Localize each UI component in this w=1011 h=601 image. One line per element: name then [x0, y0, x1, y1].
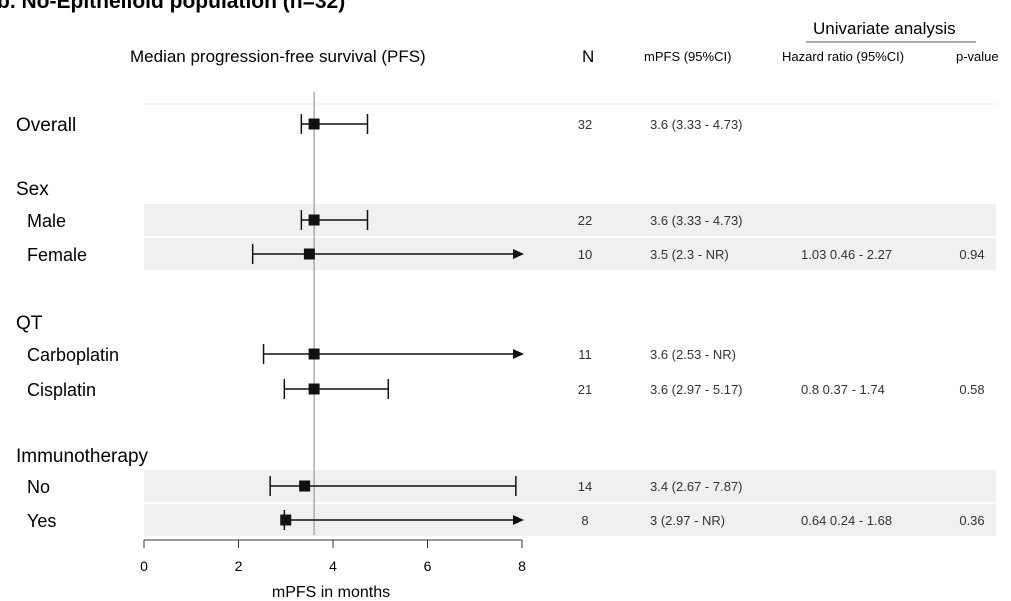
row-label: Male: [27, 211, 66, 231]
row-label: No: [27, 477, 50, 497]
header-mpfs: mPFS (95%CI): [644, 49, 731, 64]
row-p-value: 0.36: [959, 513, 984, 528]
point-estimate: [280, 514, 292, 526]
row-n: 14: [578, 479, 592, 494]
group-label: Sex: [16, 179, 49, 200]
column-headers: Median progression-free survival (PFS) N…: [130, 19, 999, 66]
header-univariate: Univariate analysis: [813, 19, 956, 38]
point-estimate: [299, 480, 311, 492]
x-tick-label: 0: [140, 558, 148, 574]
point-estimate: [308, 118, 320, 130]
row-label: Cisplatin: [27, 380, 96, 400]
row-mpfs: 3 (2.97 - NR): [650, 513, 725, 528]
x-tick-label: 2: [235, 558, 243, 574]
row-shade: [144, 204, 996, 236]
row-mpfs: 3.6 (2.53 - NR): [650, 347, 736, 362]
row-label: Female: [27, 245, 87, 265]
row-n: 21: [578, 382, 592, 397]
row-p-value: 0.94: [959, 247, 984, 262]
row-label: Overall: [16, 115, 76, 136]
header-n: N: [582, 47, 594, 66]
ci-upper-arrow: [513, 515, 524, 525]
group-label: Immunotherapy: [16, 446, 149, 467]
x-tick-label: 8: [518, 558, 526, 574]
row-label: Yes: [27, 511, 56, 531]
group-label: QT: [16, 313, 43, 334]
row-n: 11: [578, 347, 592, 362]
ci-upper-arrow: [513, 249, 524, 259]
header-p-value: p-value: [956, 49, 999, 64]
chart-title: b. No-Epithelioid population (n=32): [0, 0, 345, 13]
row-hazard-ratio: 0.8 0.37 - 1.74: [801, 382, 885, 397]
row-hazard-ratio: 0.64 0.24 - 1.68: [801, 513, 892, 528]
row-mpfs: 3.4 (2.67 - 7.87): [650, 479, 743, 494]
point-estimate: [303, 248, 315, 260]
row-n: 22: [578, 213, 592, 228]
row-label: Carboplatin: [27, 345, 119, 365]
point-estimate: [308, 348, 320, 360]
row-mpfs: 3.6 (2.97 - 5.17): [650, 382, 743, 397]
forest-marks: [251, 114, 524, 530]
row-n: 32: [578, 117, 592, 132]
x-axis: 0 2 4 6 8: [140, 539, 526, 574]
row-n: 8: [581, 513, 588, 528]
row-hazard-ratio: 1.03 0.46 - 2.27: [801, 247, 892, 262]
forest-rows: Overall 32 3.6 (3.33 - 4.73) Sex Male 22 3.6 (…: [16, 115, 985, 531]
row-mpfs: 3.6 (3.33 - 4.73): [650, 117, 743, 132]
point-estimate: [308, 214, 320, 226]
row-p-value: 0.58: [959, 382, 984, 397]
row-mpfs: 3.5 (2.3 - NR): [650, 247, 729, 262]
x-tick-label: 6: [424, 558, 432, 574]
header-label: Median progression-free survival (PFS): [130, 47, 426, 66]
x-axis-label: mPFS in months: [272, 584, 390, 601]
header-hazard-ratio: Hazard ratio (95%CI): [782, 49, 904, 64]
x-tick-label: 4: [329, 558, 337, 574]
point-estimate: [308, 383, 320, 395]
row-mpfs: 3.6 (3.33 - 4.73): [650, 213, 743, 228]
ci-upper-arrow: [513, 349, 524, 359]
row-n: 10: [578, 247, 592, 262]
